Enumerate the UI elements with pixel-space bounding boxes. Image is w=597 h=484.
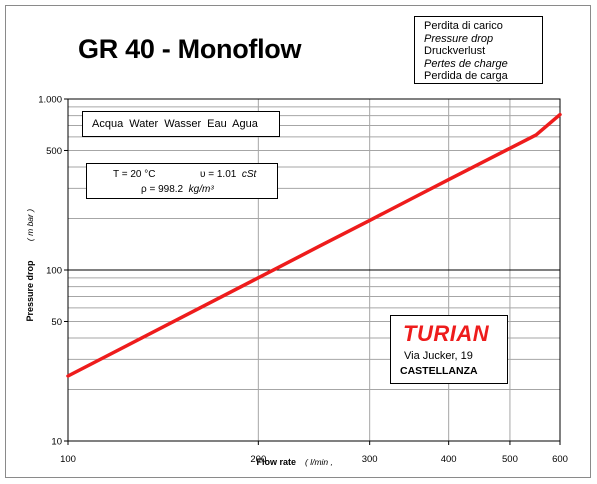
y-tick-label: 500 bbox=[46, 146, 62, 157]
fluid-properties-box: T = 20 °C υ = 1.01 cSt ρ = 998.2 kg/m³ bbox=[86, 163, 278, 199]
y-tick-label: 1.000 bbox=[38, 95, 62, 106]
y-tick-label: 10 bbox=[51, 437, 62, 448]
viscosity-label: υ = 1.01 cSt bbox=[200, 169, 256, 180]
y-axis-unit: ( m bar ) bbox=[25, 209, 35, 241]
x-tick-label: 600 bbox=[552, 454, 568, 465]
pressure-drop-legend: Perdita di carico Pressure drop Druckver… bbox=[414, 16, 543, 84]
x-tick-label: 500 bbox=[502, 454, 518, 465]
legend-line-french: Pertes de charge bbox=[424, 57, 508, 70]
legend-line-italian: Perdita di carico bbox=[424, 20, 503, 32]
company-box: TURIAN Via Jucker, 19 CASTELLANZA bbox=[390, 315, 508, 384]
x-axis-unit: ( l/min , bbox=[305, 457, 333, 467]
density-value: ρ = 998.2 bbox=[141, 184, 184, 195]
y-tick-label: 100 bbox=[46, 266, 62, 277]
x-tick-label: 100 bbox=[60, 454, 76, 465]
chart-title: GR 40 - Monoflow bbox=[78, 34, 302, 64]
x-tick-label: 400 bbox=[441, 454, 457, 465]
y-tick-label: 50 bbox=[51, 317, 62, 328]
x-tick-label: 300 bbox=[362, 454, 378, 465]
company-street: Via Jucker, 19 bbox=[404, 350, 473, 362]
temperature-label: T = 20 °C bbox=[113, 169, 156, 180]
density-label: ρ = 998.2 kg/m³ bbox=[141, 184, 214, 195]
viscosity-value: υ = 1.01 bbox=[200, 169, 237, 180]
chart-frame bbox=[5, 5, 591, 478]
company-logo: TURIAN bbox=[403, 321, 490, 346]
density-unit: kg/m³ bbox=[188, 184, 214, 195]
legend-line-english: Pressure drop bbox=[424, 32, 494, 45]
x-axis-title: Flow rate bbox=[256, 457, 296, 467]
legend-line-german: Druckverlust bbox=[424, 45, 486, 58]
legend-line-spanish: Perdida de carga bbox=[424, 70, 508, 83]
pressure-drop-curve bbox=[66, 112, 562, 378]
company-city: CASTELLANZA bbox=[400, 365, 478, 377]
y-axis-title: Pressure drop bbox=[25, 260, 35, 322]
fluid-legend: Acqua Water Wasser Eau Agua bbox=[82, 111, 280, 137]
viscosity-unit: cSt bbox=[241, 169, 257, 180]
x-tick-label: 200 bbox=[250, 454, 266, 465]
